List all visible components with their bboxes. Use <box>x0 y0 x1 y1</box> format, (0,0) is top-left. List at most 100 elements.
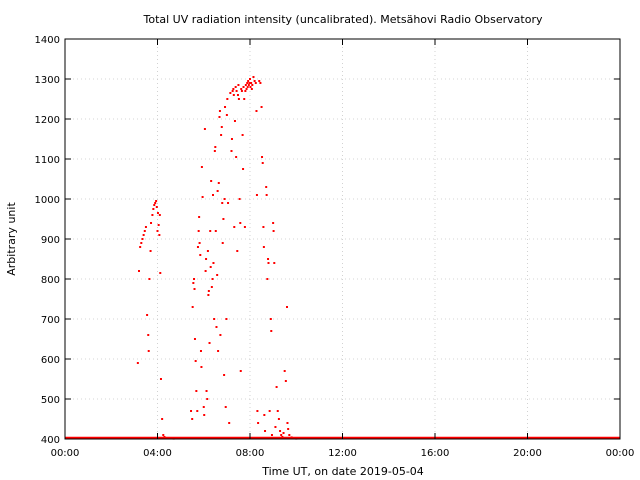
data-point <box>148 278 151 280</box>
data-point <box>163 436 166 438</box>
data-point <box>262 246 265 248</box>
data-point <box>244 90 247 92</box>
data-point <box>203 128 206 130</box>
data-point <box>261 156 264 158</box>
data-point <box>158 234 161 236</box>
y-tick-label: 500 <box>41 395 60 406</box>
x-tick-label: 08:00 <box>236 448 265 459</box>
grid <box>65 39 620 439</box>
y-axis-label: Arbitrary unit <box>5 202 18 276</box>
data-point <box>275 386 278 388</box>
data-point <box>270 434 273 436</box>
data-point <box>287 428 290 430</box>
data-point <box>264 430 267 432</box>
data-point <box>269 318 272 320</box>
data-point <box>217 350 220 352</box>
data-point <box>238 198 241 200</box>
data-point <box>200 366 203 368</box>
data-point <box>233 226 236 228</box>
data-point <box>283 370 286 372</box>
data-point <box>274 426 277 428</box>
data-point <box>277 418 280 420</box>
data-point <box>213 318 216 320</box>
data-point <box>152 208 155 210</box>
x-tick-label: 20:00 <box>513 448 542 459</box>
data-point <box>261 162 264 164</box>
data-point <box>256 410 259 412</box>
data-point <box>240 88 243 90</box>
data-point <box>202 406 205 408</box>
data-point <box>197 230 200 232</box>
data-point <box>236 94 239 96</box>
data-point <box>155 200 158 202</box>
data-point <box>249 78 251 80</box>
data-point <box>144 226 147 228</box>
data-point <box>246 82 249 84</box>
data-point <box>150 222 153 224</box>
data-point <box>236 250 239 252</box>
data-point <box>263 414 266 416</box>
data-point <box>161 418 164 420</box>
data-point <box>258 80 261 82</box>
data-point <box>286 306 288 308</box>
data-point <box>242 168 245 170</box>
data-point <box>229 92 232 94</box>
data-point <box>191 418 194 420</box>
y-tick-label: 400 <box>41 435 60 446</box>
data-point <box>193 278 196 280</box>
data-point <box>194 360 197 362</box>
data-point <box>203 414 206 416</box>
data-point <box>247 84 250 86</box>
data-point <box>252 76 255 78</box>
data-point <box>266 278 269 280</box>
data-point <box>247 80 250 82</box>
data-points <box>136 76 298 440</box>
data-point <box>220 126 223 128</box>
data-point <box>220 134 223 136</box>
data-point <box>240 90 243 92</box>
data-point <box>143 230 146 232</box>
data-point <box>210 286 213 288</box>
data-point <box>237 98 240 100</box>
data-point <box>158 214 161 216</box>
data-point <box>196 410 199 412</box>
data-point <box>209 230 212 232</box>
data-point <box>223 198 226 200</box>
x-tick-label: 00:00 <box>606 448 635 459</box>
data-point <box>288 434 291 436</box>
x-tick-label: 12:00 <box>328 448 357 459</box>
x-axis-tick-labels: 00:00 04:00 08:00 12:00 16:00 20:00 00:00 <box>51 448 635 459</box>
y-tick-label: 800 <box>41 275 60 286</box>
y-tick-label: 600 <box>41 355 60 366</box>
data-point <box>250 82 253 84</box>
data-point <box>250 88 253 90</box>
data-point <box>195 390 198 392</box>
data-point <box>239 222 242 224</box>
data-point <box>216 274 219 276</box>
data-point <box>255 194 258 196</box>
data-point <box>138 270 140 272</box>
y-tick-label: 1300 <box>35 75 60 86</box>
data-point <box>207 290 210 292</box>
data-point <box>255 110 258 112</box>
data-point <box>273 262 276 264</box>
data-point <box>147 334 150 336</box>
data-point <box>139 246 142 248</box>
data-point <box>267 258 270 260</box>
x-axis-label: Time UT, on date 2019-05-04 <box>261 465 424 478</box>
data-point <box>225 114 228 116</box>
data-point <box>214 230 217 232</box>
data-point <box>232 94 235 96</box>
data-point <box>245 88 248 90</box>
data-point <box>222 218 225 220</box>
data-point <box>279 430 282 432</box>
data-point <box>153 204 156 206</box>
data-point <box>232 88 235 90</box>
y-tick-label: 1100 <box>35 155 60 166</box>
data-point <box>228 422 231 424</box>
data-point <box>149 250 152 252</box>
data-point <box>221 202 224 204</box>
x-tick-label: 16:00 <box>421 448 450 459</box>
data-point <box>241 134 244 136</box>
data-point <box>216 190 219 192</box>
